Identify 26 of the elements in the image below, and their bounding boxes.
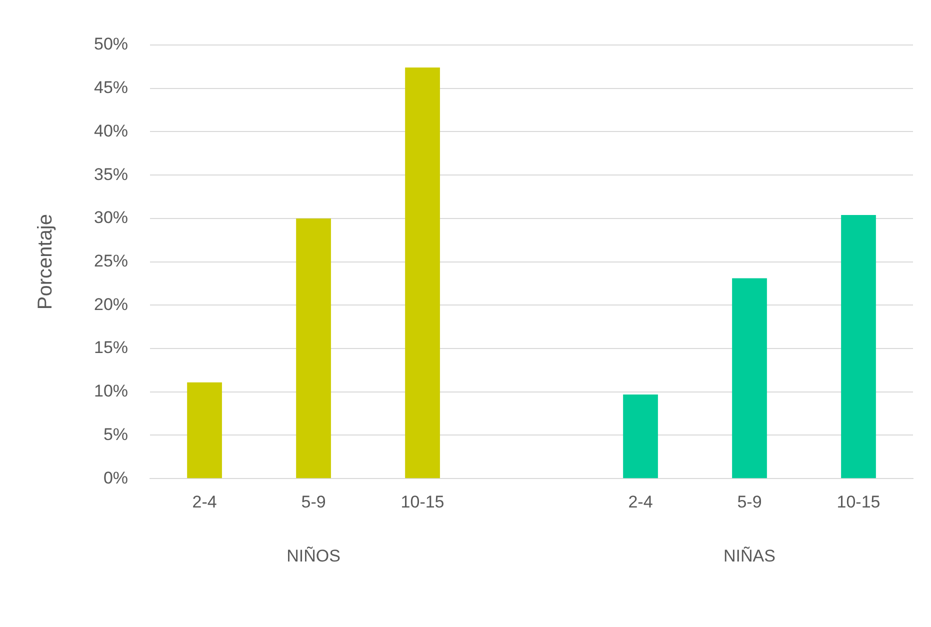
y-tick-label: 40% xyxy=(94,121,128,140)
bar xyxy=(405,68,440,478)
x-tick-label: 10-15 xyxy=(836,492,880,512)
y-tick-label: 20% xyxy=(94,294,128,314)
y-tick-label: 5% xyxy=(103,424,128,444)
x-tick-label: 2-4 xyxy=(192,492,217,512)
bar xyxy=(841,214,876,478)
y-tick-label: 45% xyxy=(94,78,128,98)
bar xyxy=(296,218,331,478)
text: NIÑOS xyxy=(286,546,340,566)
bar xyxy=(187,382,222,478)
x-tick-label: 5-9 xyxy=(737,492,762,512)
y-tick-label: 10% xyxy=(94,382,128,401)
y-tick-label: 25% xyxy=(94,251,128,270)
x-tick-label: 2-4 xyxy=(628,492,653,512)
bar xyxy=(732,278,767,478)
y-axis-title: Porcentaje xyxy=(34,214,57,310)
text: NIÑAS xyxy=(724,546,776,566)
y-tick-label: 50% xyxy=(94,34,128,54)
bar xyxy=(623,394,658,478)
y-tick-label: 15% xyxy=(94,338,128,358)
y-tick-label: 35% xyxy=(94,164,128,184)
y-tick-label: 30% xyxy=(94,208,128,228)
x-tick-label: 10-15 xyxy=(400,492,444,512)
x-tick-label: 5-9 xyxy=(301,492,326,512)
y-tick-label: 0% xyxy=(103,468,128,488)
